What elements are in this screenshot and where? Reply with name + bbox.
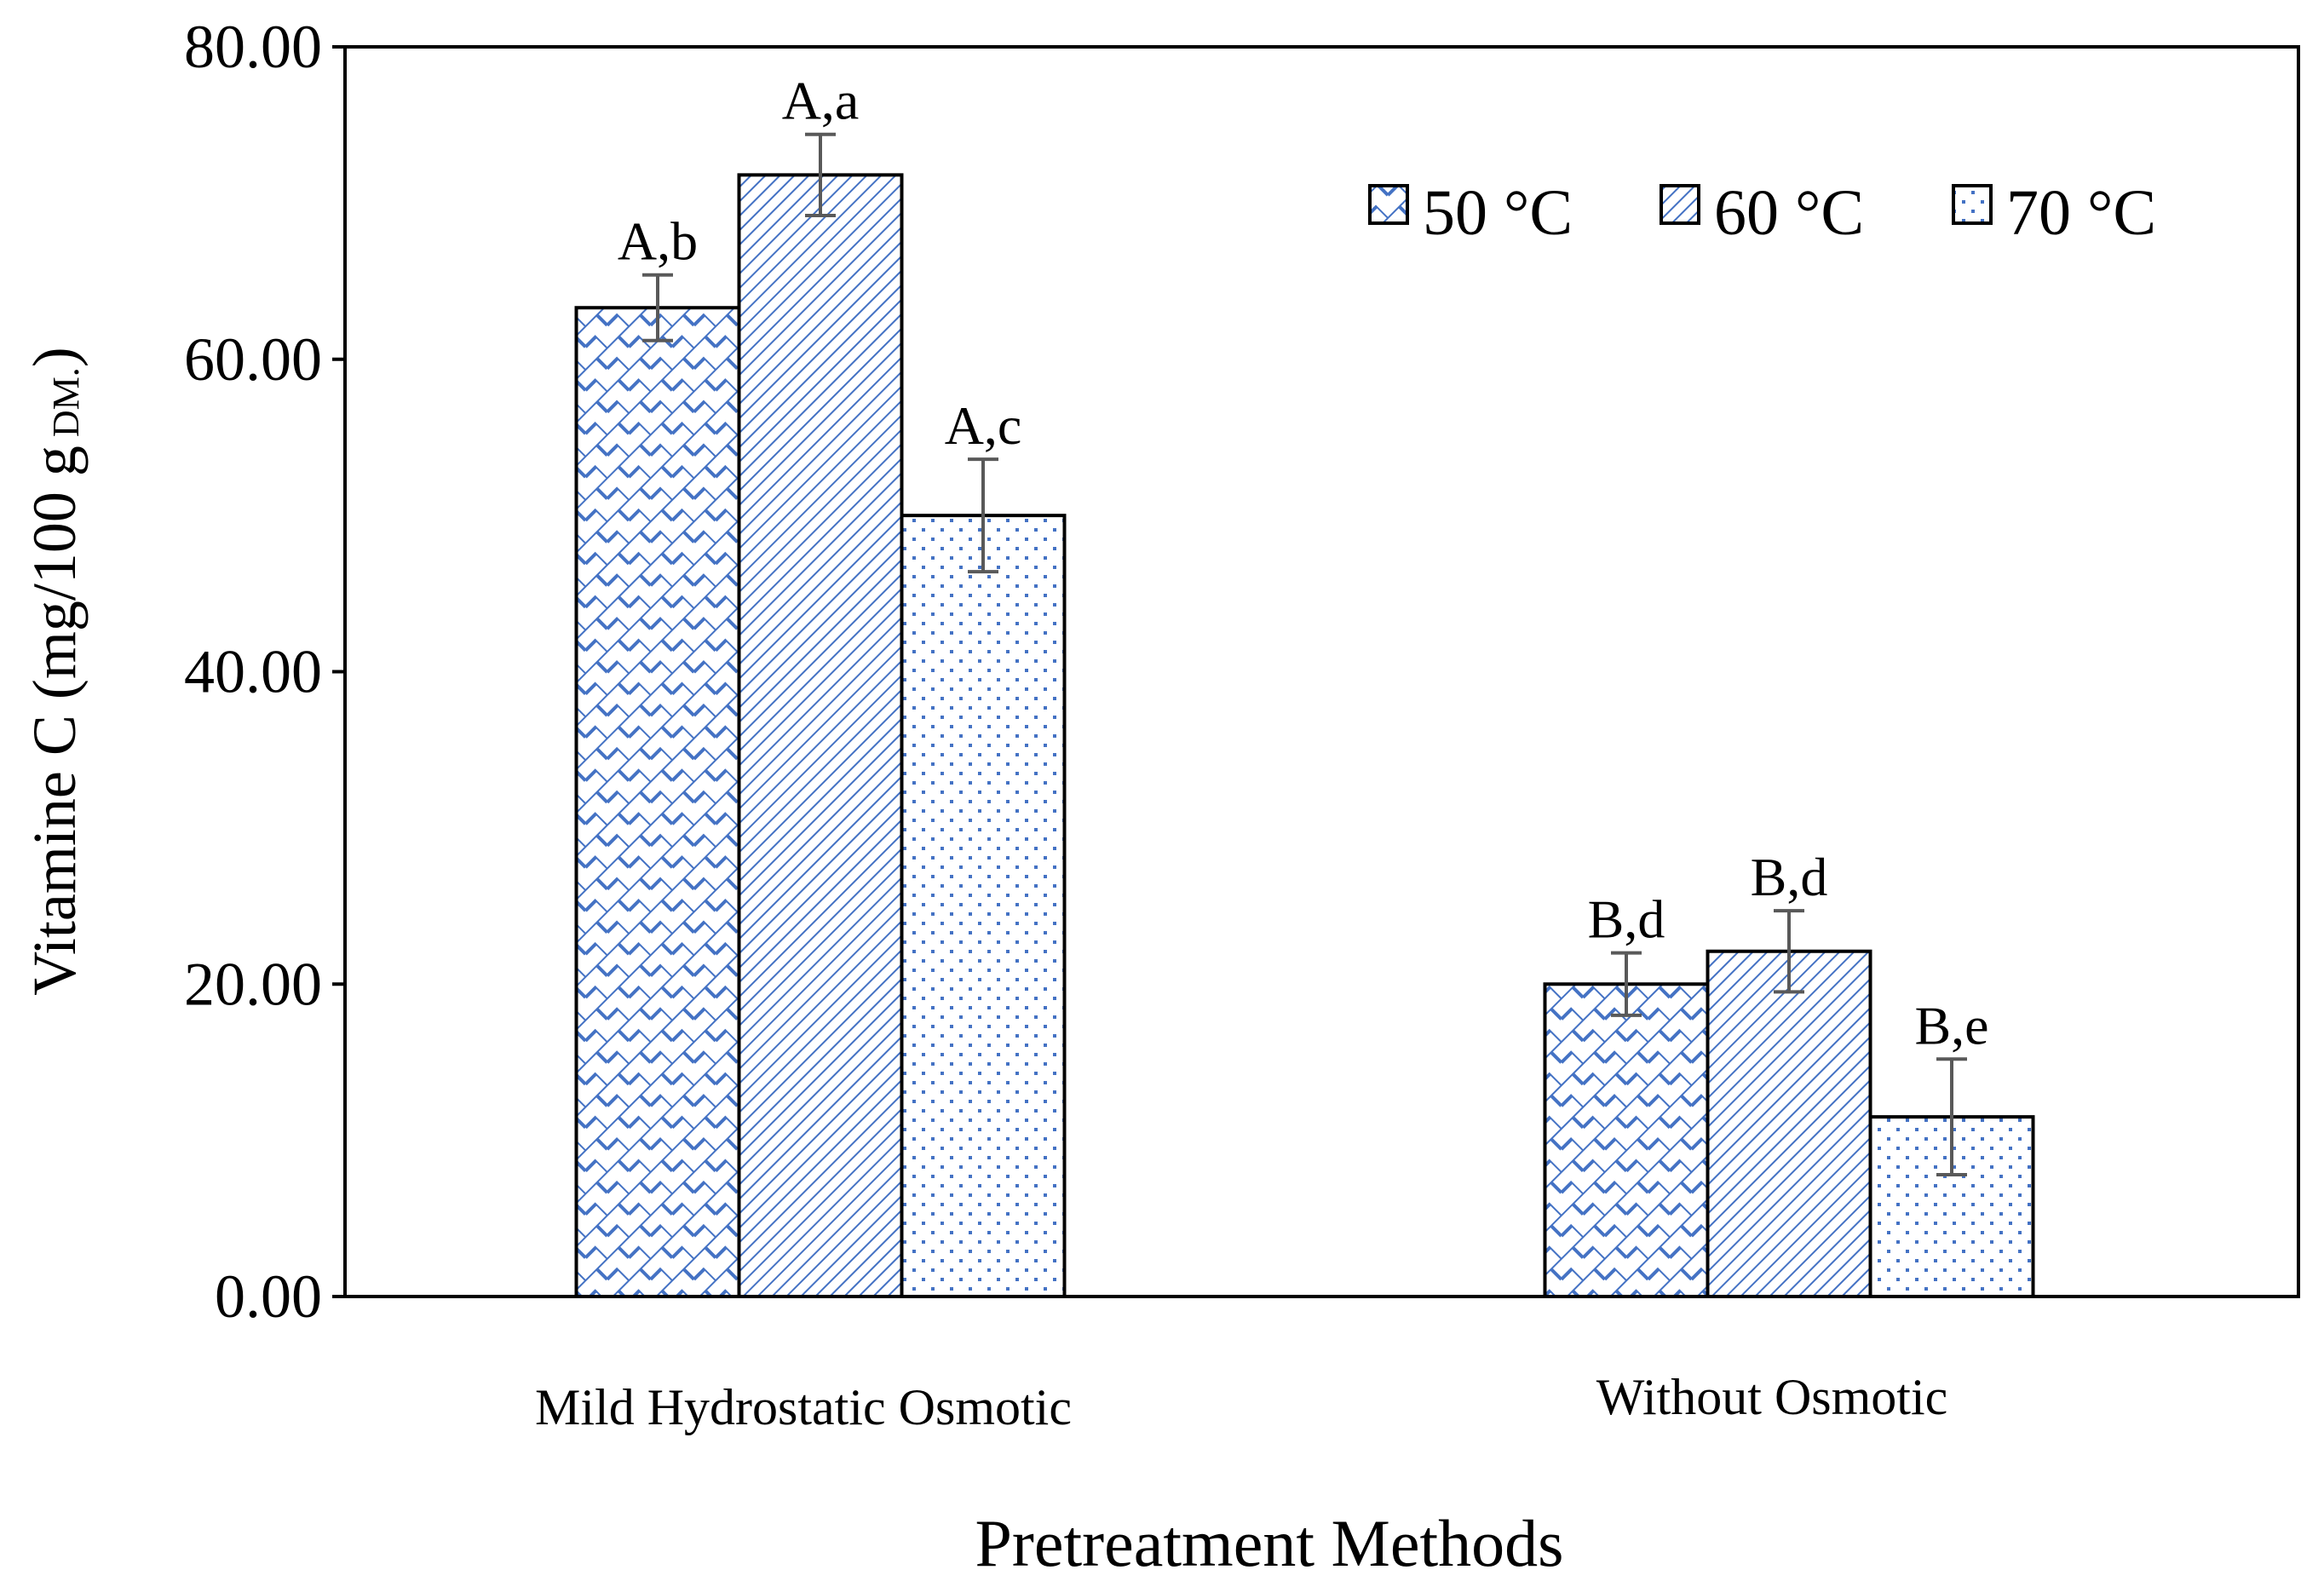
legend: 50 °C 60 °C 70 °C: [1368, 177, 2156, 249]
bar-label: B,e: [1914, 995, 1988, 1055]
legend-swatch: [1660, 184, 1700, 225]
y-tick-label: 40.00: [184, 638, 322, 706]
bar-label: A,b: [618, 211, 698, 272]
x-axis-title: Pretreatment Methods: [975, 1506, 1564, 1580]
x-axis-tick-labels: Mild Hydrostatic Osmotic Without Osmotic: [535, 1369, 1947, 1435]
bar-label: B,d: [1588, 889, 1665, 950]
bar: [574, 306, 741, 1299]
y-tick-label: 60.00: [184, 325, 322, 394]
legend-label: 70 °C: [2006, 177, 2156, 249]
bar-label: A,c: [945, 395, 1022, 456]
legend-swatch: [1952, 184, 1993, 225]
legend-label: 60 °C: [1714, 177, 1864, 249]
y-tick-label: 0.00: [215, 1262, 322, 1331]
x-tick-label: Without Osmotic: [1596, 1369, 1948, 1425]
legend-label: 50 °C: [1423, 177, 1573, 249]
bar-label: A,a: [782, 71, 860, 131]
bars: [574, 173, 2035, 1299]
bar: [1543, 982, 1710, 1298]
bar-label: B,d: [1751, 847, 1828, 907]
bar-labels: A,b B,d A,a B,d A,c B,e: [618, 71, 1989, 1056]
error-bars: [642, 132, 1967, 1176]
y-tick-label: 20.00: [184, 950, 322, 1018]
y-axis-ticks: 0.00 20.00 40.00 60.00 80.00: [184, 13, 345, 1331]
bar: [1706, 949, 1872, 1298]
bar: [900, 514, 1067, 1298]
legend-swatch: [1368, 184, 1409, 225]
x-tick-label: Mild Hydrostatic Osmotic: [535, 1379, 1072, 1435]
y-axis-title: Vitamine C (mg/100 gDM.): [20, 347, 89, 996]
bar: [737, 173, 904, 1298]
y-tick-label: 80.00: [184, 13, 322, 81]
